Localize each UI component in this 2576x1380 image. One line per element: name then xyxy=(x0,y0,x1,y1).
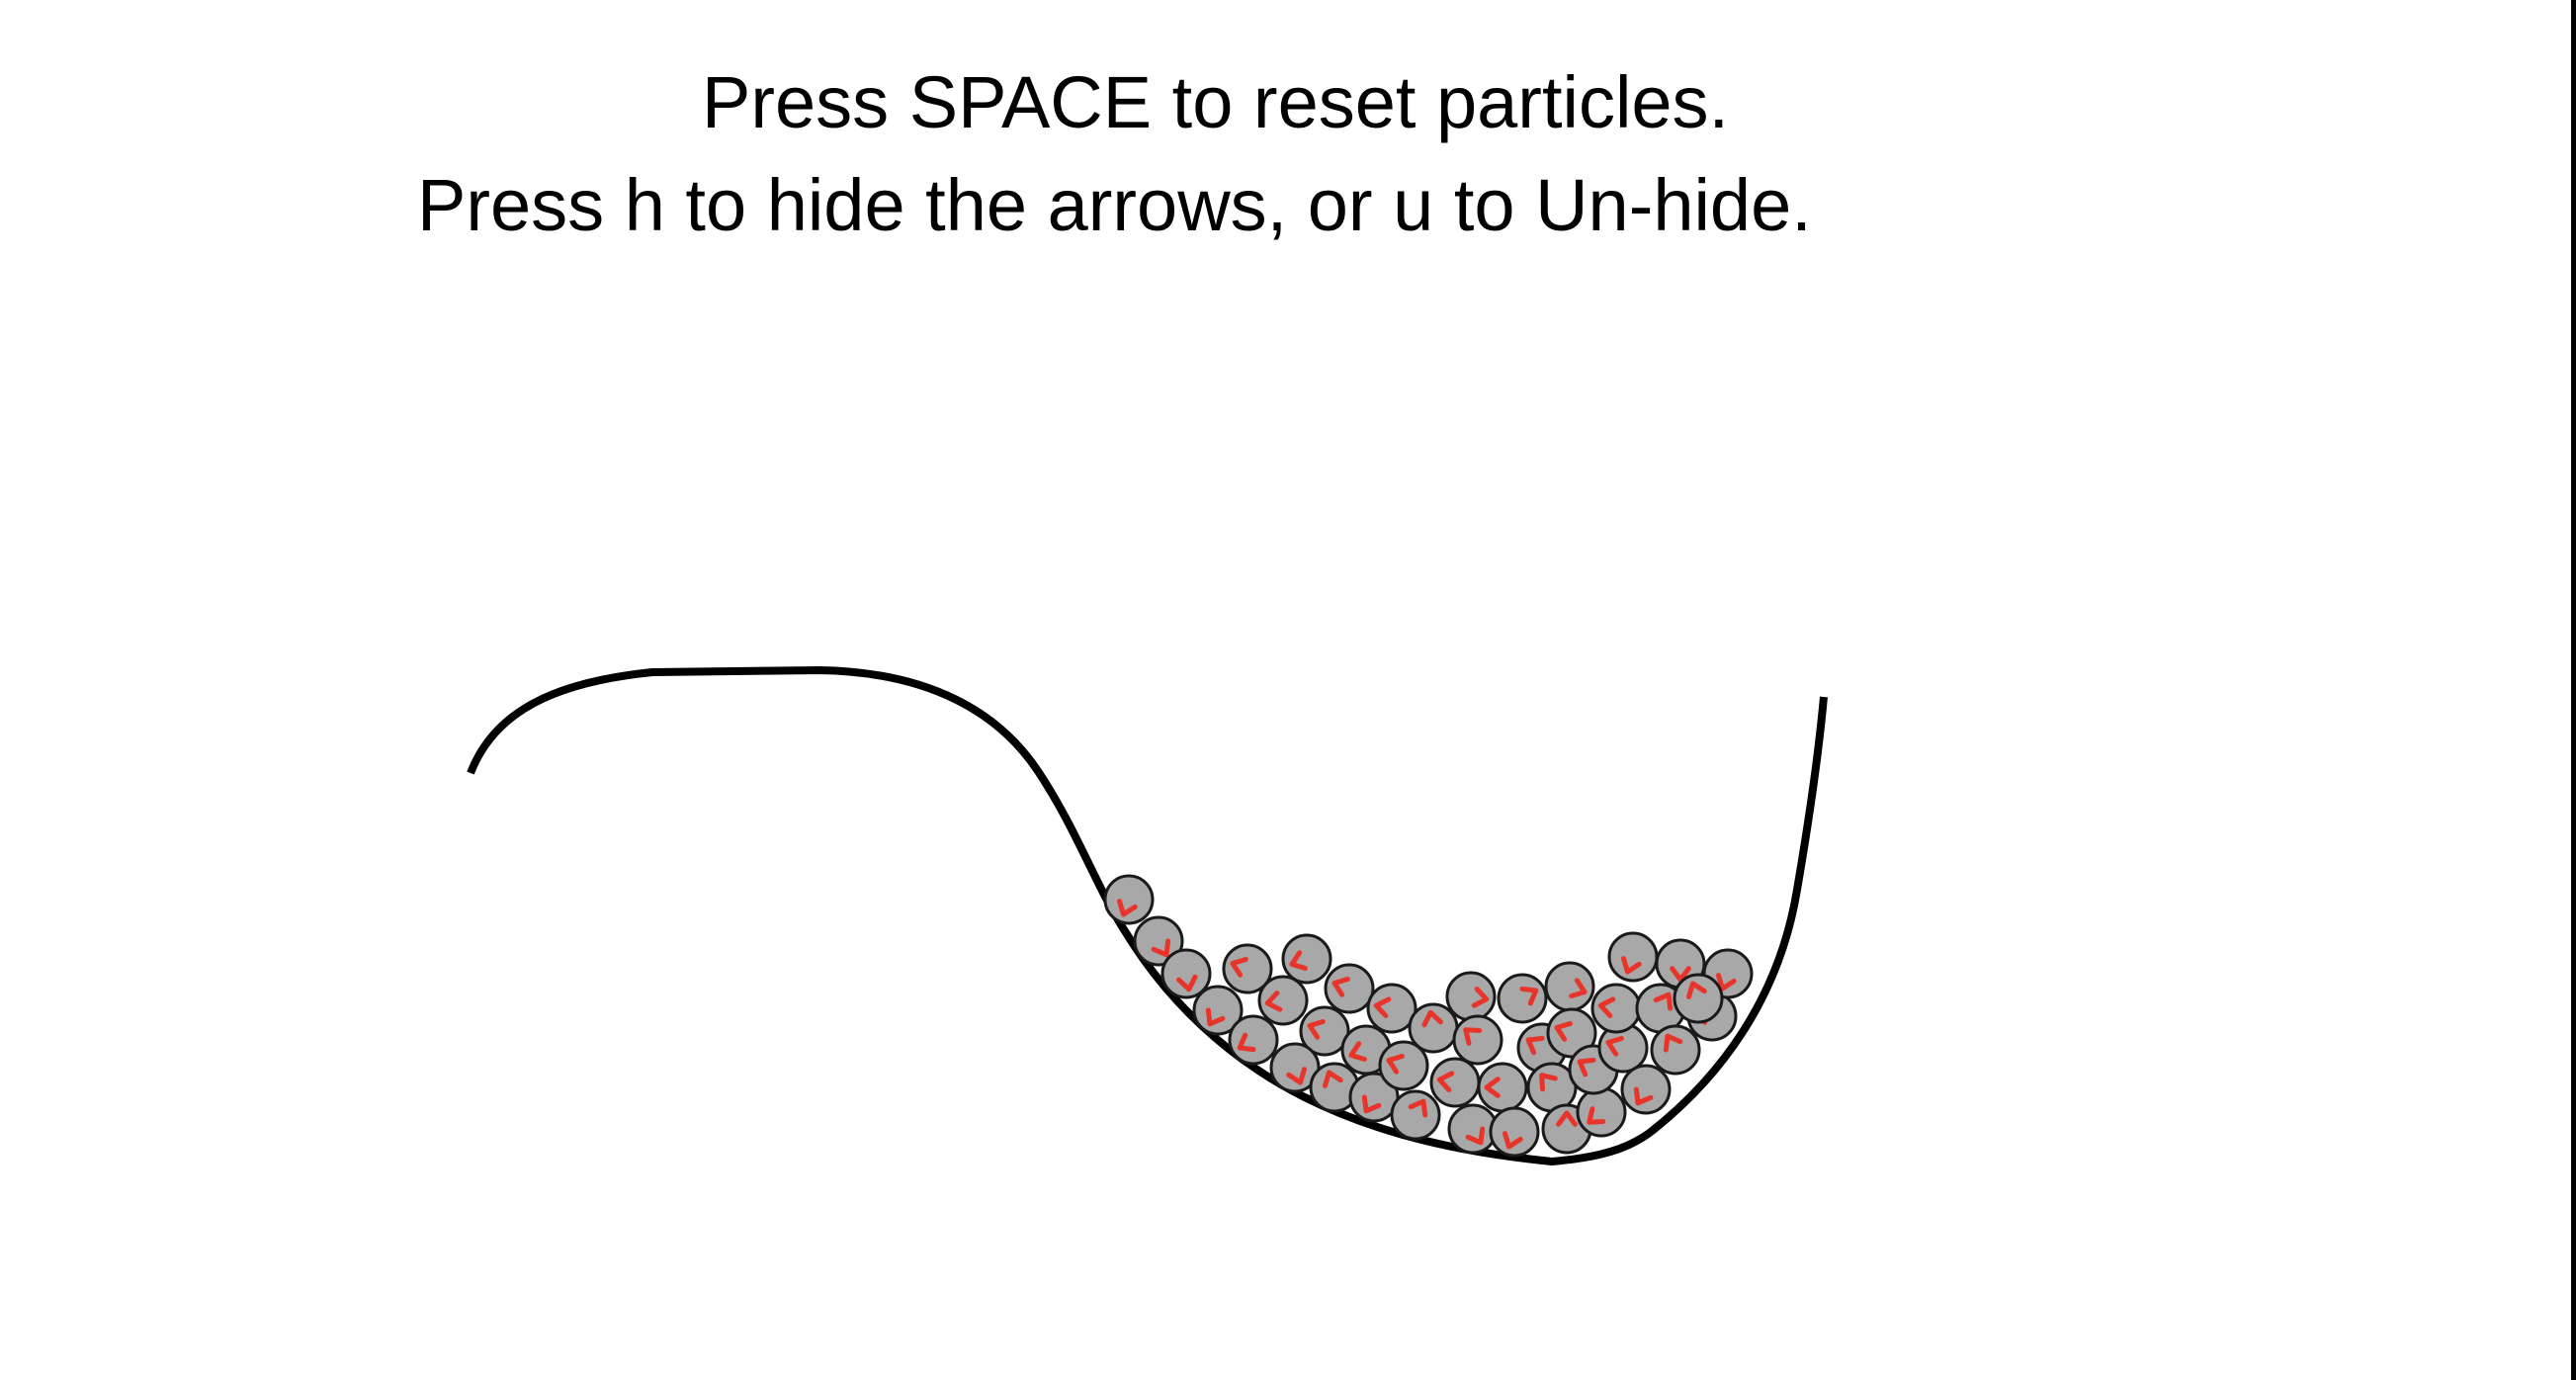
particle xyxy=(1431,1059,1479,1106)
particle-body xyxy=(1392,1091,1439,1139)
particle-body xyxy=(1105,876,1153,923)
particle-body xyxy=(1259,977,1307,1024)
particle-body xyxy=(1454,1016,1502,1064)
particle xyxy=(1546,963,1593,1010)
particle-body xyxy=(1609,933,1657,981)
particle-body xyxy=(1410,1004,1457,1052)
particle-body xyxy=(1447,973,1495,1020)
particle xyxy=(1491,1108,1538,1156)
particle xyxy=(1230,1016,1277,1064)
particle xyxy=(1283,935,1331,983)
particle-body xyxy=(1546,963,1593,1010)
particle xyxy=(1499,975,1546,1022)
particles xyxy=(1105,876,1752,1156)
particle xyxy=(1326,965,1373,1012)
particle-body xyxy=(1491,1108,1538,1156)
particle-body xyxy=(1230,1016,1277,1064)
particle xyxy=(1609,933,1657,981)
particle xyxy=(1578,1088,1625,1136)
particle xyxy=(1652,1026,1699,1074)
particle-body xyxy=(1431,1059,1479,1106)
particle-body xyxy=(1674,975,1722,1022)
particle xyxy=(1105,876,1153,923)
particle-body xyxy=(1578,1088,1625,1136)
window-edge xyxy=(2571,0,2576,1380)
particle-body xyxy=(1499,975,1546,1022)
particle xyxy=(1447,973,1495,1020)
particle xyxy=(1479,1064,1526,1111)
particle xyxy=(1674,975,1722,1022)
particle-body xyxy=(1283,935,1331,983)
particle xyxy=(1410,1004,1457,1052)
particle xyxy=(1454,1016,1502,1064)
particle xyxy=(1592,985,1640,1032)
particle-body xyxy=(1592,985,1640,1032)
particle xyxy=(1622,1066,1670,1113)
particle-body xyxy=(1622,1066,1670,1113)
particle-body xyxy=(1652,1026,1699,1074)
particle xyxy=(1392,1091,1439,1139)
particle-body xyxy=(1326,965,1373,1012)
particle xyxy=(1259,977,1307,1024)
